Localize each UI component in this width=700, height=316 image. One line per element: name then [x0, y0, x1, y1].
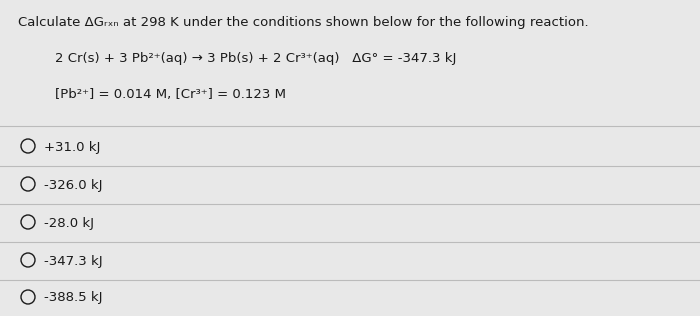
Text: -28.0 kJ: -28.0 kJ [44, 216, 94, 229]
Text: Calculate ΔGᵣₓₙ at 298 K under the conditions shown below for the following reac: Calculate ΔGᵣₓₙ at 298 K under the condi… [18, 16, 589, 29]
Text: [Pb²⁺] = 0.014 M, [Cr³⁺] = 0.123 M: [Pb²⁺] = 0.014 M, [Cr³⁺] = 0.123 M [55, 88, 286, 101]
Text: -347.3 kJ: -347.3 kJ [44, 254, 103, 268]
Text: -388.5 kJ: -388.5 kJ [44, 291, 102, 305]
Text: +31.0 kJ: +31.0 kJ [44, 141, 100, 154]
Text: 2 Cr(s) + 3 Pb²⁺(aq) → 3 Pb(s) + 2 Cr³⁺(aq)   ΔG° = -347.3 kJ: 2 Cr(s) + 3 Pb²⁺(aq) → 3 Pb(s) + 2 Cr³⁺(… [55, 52, 456, 65]
Text: -326.0 kJ: -326.0 kJ [44, 179, 102, 191]
